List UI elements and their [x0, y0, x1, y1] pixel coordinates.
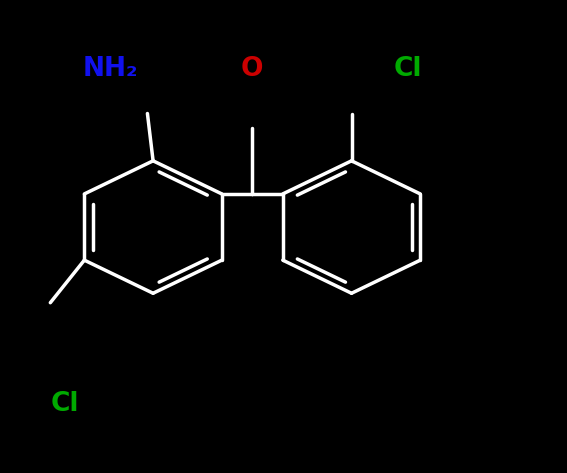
Text: O: O — [241, 56, 264, 81]
Text: Cl: Cl — [51, 392, 79, 417]
Text: Cl: Cl — [394, 56, 422, 81]
Text: NH₂: NH₂ — [83, 56, 138, 81]
